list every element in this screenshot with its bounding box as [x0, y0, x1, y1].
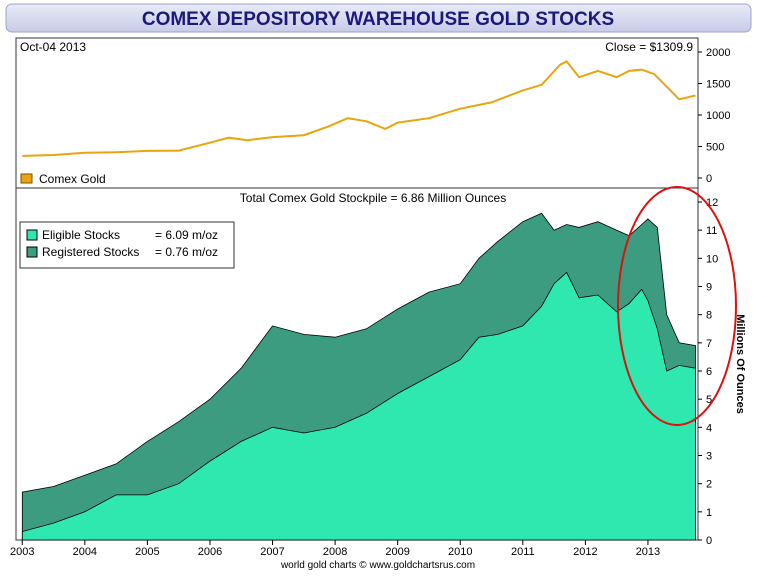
x-axis: 2003 2004 2005 2006 2007 2008 2009 2010 2011 2012… [10, 540, 660, 558]
x-tick-label: 2006 [198, 546, 222, 558]
top-panel-frame [15, 37, 699, 189]
bottom-y-tick-label: 5 [706, 394, 712, 406]
close-price-label: Close = $1309.9 [605, 40, 693, 54]
x-tick-label: 2008 [323, 546, 347, 558]
bottom-y-tick-label: 7 [706, 338, 712, 350]
x-tick-label: 2003 [10, 546, 34, 558]
x-tick-label: 2007 [260, 546, 284, 558]
x-tick-label: 2009 [385, 546, 409, 558]
eligible-legend-swatch [26, 229, 38, 241]
highlight-ellipse [617, 186, 737, 426]
bottom-y-tick-label: 6 [706, 366, 712, 378]
top-y-axis: 0 500 1000 1500 2000 [698, 47, 730, 185]
chart-title: COMEX DEPOSITORY WAREHOUSE GOLD STOCKS [142, 9, 614, 30]
eligible-legend-value: = 6.09 m/oz [155, 228, 218, 242]
stockpile-headline: Total Comex Gold Stockpile = 6.86 Millio… [240, 191, 506, 205]
x-tick-label: 2012 [573, 546, 597, 558]
x-tick-label: 2010 [448, 546, 472, 558]
registered-legend-value: = 0.76 m/oz [155, 245, 218, 259]
top-y-tick-label: 2000 [706, 47, 730, 59]
bottom-y-tick-label: 11 [706, 225, 717, 237]
x-tick-label: 2005 [135, 546, 159, 558]
gold-legend-label: Comex Gold [39, 172, 106, 186]
registered-legend-swatch [26, 246, 38, 258]
bottom-y-tick-label: 1 [706, 507, 712, 519]
bottom-y-tick-label: 3 [706, 451, 712, 463]
title-bar [5, 3, 752, 33]
eligible-legend-label: Eligible Stocks [42, 228, 120, 242]
bottom-y-tick-label: 10 [706, 253, 718, 265]
bottom-y-tick-label: 8 [706, 310, 712, 322]
bottom-y-tick-label: 2 [706, 479, 712, 491]
top-y-tick-label: 1500 [706, 79, 730, 91]
top-y-tick-label: 1000 [706, 110, 730, 122]
x-tick-label: 2004 [73, 546, 97, 558]
bottom-y-tick-label: 0 [706, 535, 712, 547]
eligible-stocks-area [21, 271, 696, 541]
top-y-tick-label: 500 [706, 142, 724, 154]
registered-legend-label: Registered Stocks [42, 245, 139, 259]
x-tick-label: 2013 [636, 546, 660, 558]
footer-credit: world gold charts © www.goldchartsrus.co… [280, 560, 475, 571]
bottom-y-tick-label: 9 [706, 282, 712, 294]
x-tick-label: 2011 [511, 546, 535, 558]
gold-price-line [22, 60, 696, 157]
stocks-legend: Eligible Stocks = 6.09 m/oz Registered S… [19, 221, 235, 269]
gold-legend-swatch [20, 173, 33, 184]
y-axis-label: Millions Of Ounces [734, 314, 746, 414]
bottom-y-tick-label: 4 [706, 422, 712, 434]
top-y-tick-label: 0 [706, 173, 712, 185]
date-label: Oct-04 2013 [20, 40, 86, 54]
